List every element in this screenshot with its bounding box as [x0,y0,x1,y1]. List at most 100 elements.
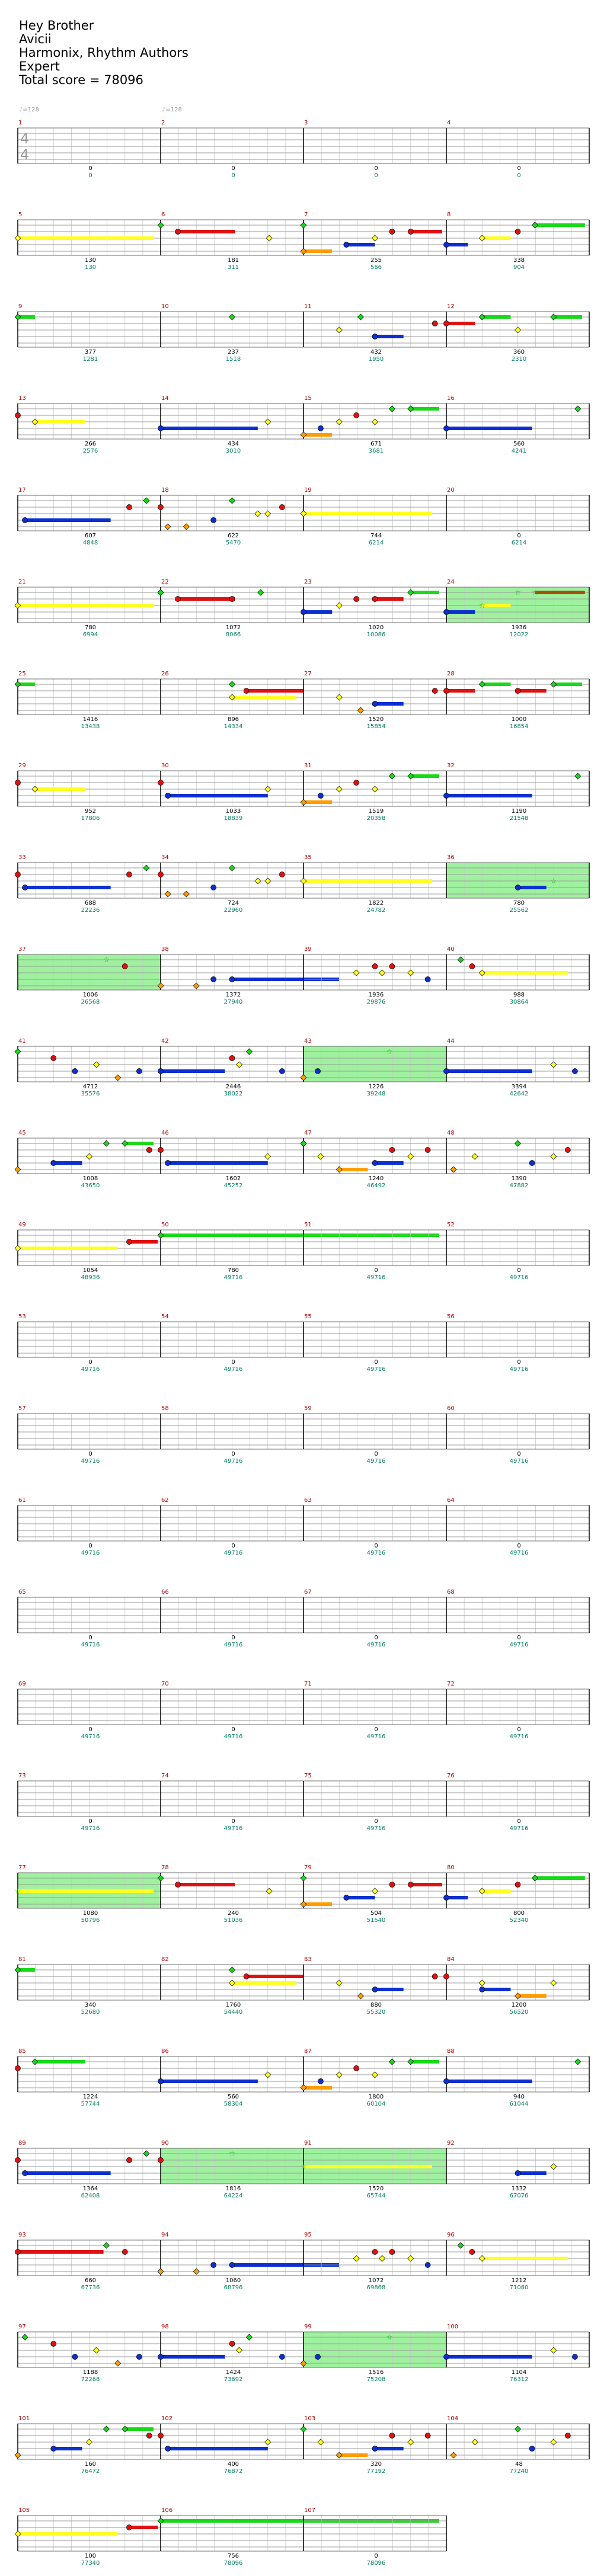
note-sustain [18,1889,154,1893]
note-gem [407,1153,414,1160]
note-gem [264,2071,271,2078]
measure-number: 40 [447,946,455,953]
note-gem [300,2360,307,2367]
note-sustain [535,223,585,227]
note-gem [450,2452,457,2459]
measure-number: 3 [304,120,308,126]
artist-name: Avicii [19,32,52,46]
note-gem [574,405,582,412]
song-header: Hey Brother Avicii Harmonix, Rhythm Auth… [19,19,189,87]
note-sustain [232,2263,340,2267]
note-sustain [446,610,475,614]
note-gem [157,1875,164,1882]
note-gem [15,2249,21,2255]
note-gem [317,1153,324,1160]
measure-number: 2 [161,120,165,126]
note-gem [72,2354,78,2360]
measure-total-score: 49716 [81,1734,100,1740]
measure-score: 0 [374,1267,378,1274]
measure-number: 34 [161,854,169,861]
measure-score: 338 [513,257,525,264]
note-gem [389,229,395,235]
measure-number: 47 [304,1130,312,1136]
measure-score: 0 [517,1267,520,1274]
measure-score: 240 [228,1910,239,1917]
note-sustain [25,518,111,522]
measure-total-score: 2576 [83,448,98,454]
note-sustain [446,794,532,797]
note-gem [157,1232,164,1239]
measure-total-score: 49716 [510,1734,529,1740]
measure-score: 432 [370,349,382,355]
note-gem [72,1068,78,1074]
note-sustain [410,774,439,778]
note-sustain [375,335,404,338]
measure-score: 622 [228,533,239,539]
measure-score: 0 [88,165,92,172]
note-gem [22,885,28,890]
note-gem [372,1987,378,1992]
note-gem [229,1979,235,1987]
measure-number: 11 [304,303,312,310]
note-gem [432,1973,438,1979]
measure-number: 58 [161,1405,169,1412]
note-gem [315,1068,321,1074]
measure-score: 0 [517,1451,520,1457]
measure-number: 26 [161,671,169,677]
note-gem [407,405,414,412]
measure-number: 56 [447,1313,455,1320]
measure-score: 130 [85,257,96,264]
measure-score: 0 [517,1359,520,1366]
note-gem [279,1068,285,1074]
measure-score: 0 [517,1635,520,1641]
measure-total-score: 42642 [510,1091,529,1097]
measure-score: 0 [88,1543,92,1549]
measure-score: 1602 [226,1175,241,1182]
note-sustain [482,236,511,240]
measure-total-score: 4241 [512,448,526,454]
measure-total-score: 49716 [224,1734,243,1740]
measure-score: 744 [370,533,382,539]
note-gem [264,510,271,517]
measure-score: 724 [228,900,239,906]
measure-total-score: 67736 [81,2285,100,2291]
note-gem [279,2354,285,2360]
note-gem [372,786,378,793]
star-note: ☆ [15,1887,21,1895]
measure-score: 880 [370,2002,382,2008]
star-note: ☆ [103,956,110,964]
measure-score: 1816 [226,2186,241,2192]
note-gem [229,976,235,982]
star-note: ☆ [301,2162,307,2171]
measure-total-score: 4848 [83,540,98,546]
measure: 4 00 [446,120,590,179]
measure-number: 45 [18,1130,26,1136]
note-gem [478,235,485,242]
measure-number: 104 [447,2415,458,2422]
measure-total-score: 24782 [367,907,386,914]
measure-number: 23 [304,579,312,585]
note-gem [550,2439,557,2446]
note-gem [300,1901,307,1908]
measure-number: 96 [447,2232,455,2238]
note-sustain [177,230,235,233]
note-gem [372,2071,378,2078]
measure-total-score: 56520 [510,2009,529,2016]
measure-number: 82 [161,1956,169,1963]
note-sustain [375,1988,404,1991]
note-gem [229,864,235,872]
note-sustain [410,230,442,233]
note-gem [158,2078,164,2084]
measure-total-score: 49716 [81,1366,100,1373]
measure-score: 896 [228,716,239,723]
